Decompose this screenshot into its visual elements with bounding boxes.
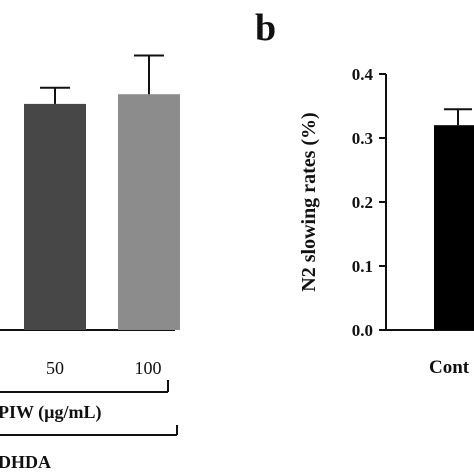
dhda-group-label: DHDA	[0, 452, 51, 472]
panel-label: b	[255, 7, 276, 49]
panel-a: 50 100 PIW (µg/mL) DHDA	[0, 54, 180, 472]
panel-b: b 0.0 0.1 0.2 0.3 0.4 N2 slowing rates (%) C…	[255, 7, 474, 378]
y-tick-label: 0.1	[352, 257, 373, 276]
y-tick-label: 0.4	[352, 65, 374, 84]
panel-a-xtick-label: 100	[135, 358, 162, 378]
panel-a-xtick-label: 50	[46, 358, 64, 378]
panel-b-y-axis-label: N2 slowing rates (%)	[298, 112, 320, 291]
panel-b-xtick-label: Cont	[429, 357, 470, 378]
y-tick-label: 0.3	[352, 129, 373, 148]
bar	[118, 94, 180, 331]
bar	[24, 103, 86, 331]
piw-group-label: PIW (µg/mL)	[0, 402, 102, 423]
y-tick-label: 0.2	[352, 193, 373, 212]
bar	[434, 125, 474, 330]
y-tick-label: 0.0	[352, 321, 373, 340]
